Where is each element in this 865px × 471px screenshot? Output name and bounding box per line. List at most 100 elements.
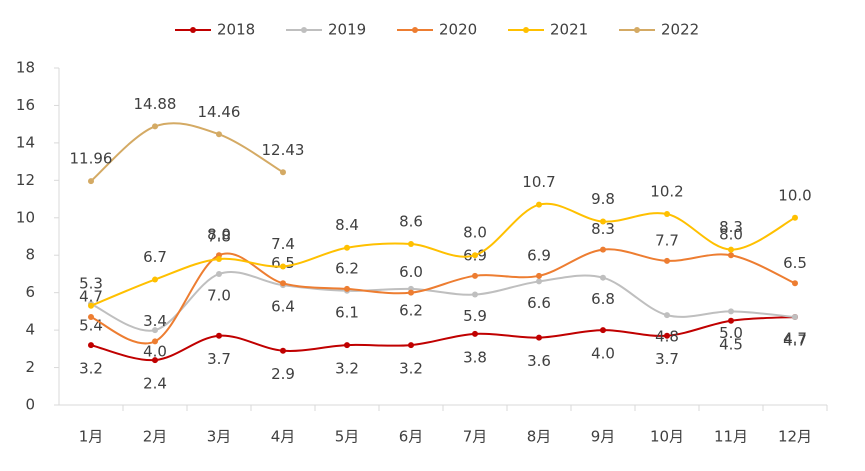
data-label: 7.8 [207, 227, 231, 245]
data-label: 6.7 [143, 248, 167, 266]
data-label: 8.6 [399, 212, 423, 230]
data-label: 6.8 [591, 290, 615, 308]
y-tick-label: 16 [16, 96, 35, 114]
data-label: 5.9 [463, 307, 487, 325]
data-point [280, 169, 286, 176]
data-label: 4.5 [719, 335, 743, 353]
data-label: 12.43 [262, 141, 305, 159]
data-label: 8.4 [335, 216, 359, 234]
data-point [728, 246, 734, 253]
data-label: 3.2 [79, 360, 103, 378]
data-label: 8.3 [591, 220, 615, 238]
data-point [472, 252, 478, 259]
data-point [728, 317, 734, 324]
data-label: 7.4 [271, 235, 295, 253]
data-label: 4.7 [79, 288, 103, 306]
y-tick-label: 0 [25, 396, 35, 414]
legend-marker [301, 27, 307, 33]
x-tick-label: 10月 [650, 428, 684, 446]
x-tick-label: 7月 [463, 428, 488, 446]
data-label: 6.9 [527, 246, 551, 264]
data-point [280, 280, 286, 287]
data-label: 4.0 [591, 345, 615, 363]
data-point [472, 272, 478, 279]
data-point [792, 314, 798, 321]
data-point [664, 211, 670, 218]
data-point [216, 131, 222, 138]
data-label: 4.7 [783, 332, 807, 350]
legend-marker [634, 27, 640, 33]
data-label: 9.8 [591, 190, 615, 208]
data-label: 3.2 [335, 360, 359, 378]
legend-label: 2018 [217, 21, 255, 39]
data-point [792, 214, 798, 221]
data-point [408, 342, 414, 349]
x-tick-label: 2月 [143, 428, 168, 446]
x-tick-label: 8月 [527, 428, 552, 446]
data-point [536, 278, 542, 285]
data-point [344, 342, 350, 349]
y-tick-label: 18 [16, 59, 35, 77]
data-point [728, 308, 734, 315]
data-point [600, 327, 606, 334]
data-label: 5.0 [719, 324, 743, 342]
data-point [88, 302, 94, 309]
data-point [88, 178, 94, 185]
data-label: 3.8 [463, 348, 487, 366]
data-point [600, 218, 606, 225]
data-point [88, 314, 94, 321]
data-point [600, 274, 606, 281]
data-point [280, 263, 286, 270]
data-label: 6.5 [783, 254, 807, 272]
data-point [728, 252, 734, 259]
legend-label: 2019 [328, 21, 366, 39]
y-tick-label: 2 [25, 358, 35, 376]
x-tick-label: 4月 [271, 428, 296, 446]
y-tick-label: 4 [25, 321, 35, 339]
y-tick-label: 12 [16, 171, 35, 189]
x-tick-label: 6月 [399, 428, 424, 446]
data-point [152, 327, 158, 334]
x-tick-label: 1月 [79, 428, 104, 446]
data-label: 10.0 [778, 186, 811, 204]
data-label: 11.96 [70, 150, 113, 168]
x-tick-label: 12月 [778, 428, 812, 446]
data-point [152, 338, 158, 345]
data-label: 4.0 [143, 343, 167, 361]
data-point [152, 123, 158, 130]
legend-marker [190, 27, 196, 33]
data-label: 10.2 [650, 183, 683, 201]
data-point [408, 240, 414, 247]
data-label: 3.7 [655, 350, 679, 368]
data-point [600, 246, 606, 253]
y-tick-label: 14 [16, 133, 35, 151]
data-label: 2.4 [143, 375, 167, 393]
y-tick-label: 6 [25, 283, 35, 301]
data-label: 2.9 [271, 365, 295, 383]
data-label: 3.6 [527, 352, 551, 370]
x-tick-label: 3月 [207, 428, 232, 446]
y-tick-label: 10 [16, 208, 35, 226]
x-tick-label: 11月 [714, 428, 748, 446]
series-line [90, 202, 796, 307]
data-point [792, 280, 798, 287]
data-label: 8.0 [463, 224, 487, 242]
data-point [88, 342, 94, 349]
x-tick-label: 9月 [591, 428, 616, 446]
data-point [664, 332, 670, 339]
data-point [216, 255, 222, 262]
legend-label: 2022 [661, 21, 699, 39]
data-label: 6.2 [399, 301, 423, 319]
data-label: 14.88 [134, 95, 177, 113]
data-label: 6.1 [335, 303, 359, 321]
data-point [472, 291, 478, 298]
data-label: 10.7 [522, 173, 555, 191]
data-label: 7.7 [655, 231, 679, 249]
series-line [90, 316, 796, 362]
data-label: 4.7 [783, 330, 807, 348]
legend-label: 2021 [550, 21, 588, 39]
data-label: 5.3 [79, 274, 103, 292]
legend-marker [412, 27, 418, 33]
data-point [664, 257, 670, 264]
